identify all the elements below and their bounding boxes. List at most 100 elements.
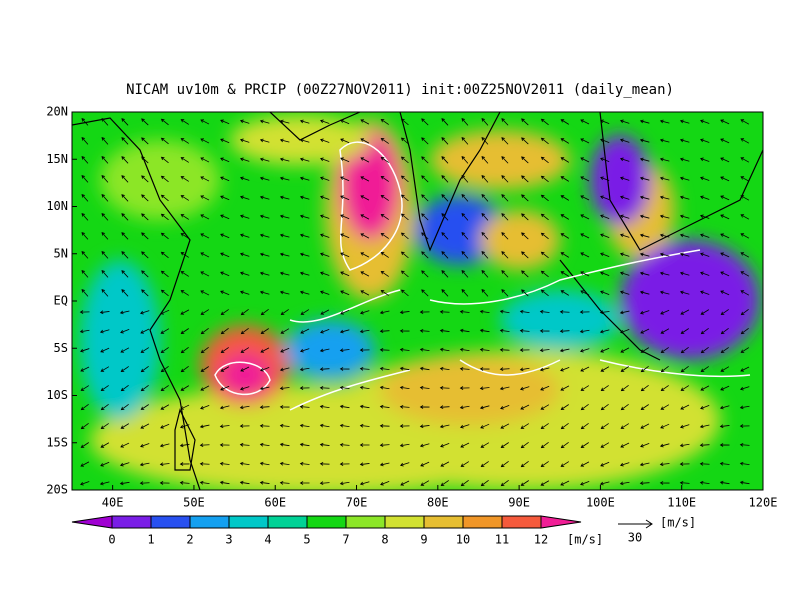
wind-arrow	[501, 175, 509, 183]
wind-arrow	[620, 442, 630, 448]
wind-arrow	[180, 195, 189, 201]
wind-arrow	[319, 404, 330, 409]
wind-arrow	[421, 175, 429, 183]
wind-arrow	[640, 384, 649, 392]
wind-arrow	[719, 405, 730, 410]
wind-arrow	[700, 385, 710, 391]
wind-arrow	[141, 118, 149, 126]
wind-arrow	[659, 481, 670, 485]
wind-arrow	[320, 252, 330, 257]
colorbar-label: 0	[108, 533, 115, 547]
wind-arrow	[740, 138, 750, 144]
wind-arrow	[679, 195, 690, 200]
wind-arrow	[739, 461, 750, 466]
wind-arrow	[359, 329, 370, 334]
wind-arrow	[279, 461, 290, 466]
wind-arrow	[679, 233, 690, 238]
colorbar-label: 2	[186, 533, 193, 547]
wind-arrow	[121, 156, 129, 164]
wind-arrow	[580, 461, 590, 467]
wind-arrow	[659, 233, 670, 238]
wind-arrow	[279, 442, 290, 447]
wind-arrow	[459, 347, 470, 352]
wind-arrow	[659, 462, 670, 467]
wind-arrow	[441, 232, 449, 240]
wind-arrow	[540, 385, 550, 391]
wind-arrow	[740, 214, 750, 220]
wind-arrow	[340, 195, 350, 201]
wind-arrow	[380, 195, 389, 201]
wind-arrow	[220, 385, 230, 391]
wind-arrow	[219, 480, 230, 485]
wind-arrow	[239, 442, 250, 447]
wind-arrow	[160, 156, 169, 164]
wind-arrow	[560, 214, 570, 220]
wind-arrow	[560, 442, 569, 449]
wind-arrow	[441, 270, 449, 278]
wind-arrow	[480, 479, 489, 487]
wind-arrow	[660, 309, 670, 315]
wind-arrow	[320, 329, 330, 334]
wind-arrow	[280, 309, 289, 316]
wind-arrow	[419, 310, 430, 314]
wind-arrow	[141, 137, 149, 145]
wind-arrow	[399, 347, 410, 352]
wind-arrow	[740, 271, 750, 277]
wind-arrow	[259, 271, 270, 276]
colorbar-label: 12	[534, 533, 548, 547]
wind-arrow	[139, 481, 150, 486]
wind-arrow	[700, 271, 710, 276]
wind-arrow	[640, 404, 649, 410]
wind-arrow	[320, 138, 330, 143]
wind-arrow	[620, 329, 630, 334]
wind-arrow	[700, 176, 710, 181]
wind-arrow	[141, 156, 149, 164]
wind-arrow	[600, 442, 610, 448]
wind-arrow	[459, 328, 470, 333]
wind-arrow	[441, 137, 449, 145]
wind-arrow	[280, 347, 290, 353]
wind-arrow	[420, 461, 430, 467]
wind-arrow	[299, 195, 310, 200]
wind-arrow	[460, 461, 470, 467]
wind-arrow	[640, 366, 649, 373]
wind-arrow	[640, 347, 650, 353]
wind-arrow	[200, 233, 210, 239]
wind-arrow	[121, 251, 129, 259]
wind-arrow	[679, 138, 690, 143]
wind-arrow	[419, 328, 430, 333]
wind-arrow	[279, 176, 290, 181]
wind-arrow	[399, 443, 410, 448]
wind-arrow	[79, 348, 90, 353]
wind-arrow	[440, 443, 450, 448]
wind-arrow	[679, 119, 690, 124]
wind-arrow	[519, 328, 530, 333]
colorbar-label: 11	[495, 533, 509, 547]
wind-arrow	[279, 290, 290, 295]
wind-arrow	[101, 156, 109, 164]
wind-arrow	[99, 329, 110, 334]
colorbar-swatch	[228, 515, 269, 529]
wind-arrow	[699, 424, 710, 429]
wind-arrow	[440, 461, 450, 467]
wind-arrow	[560, 138, 570, 144]
wind-arrow	[441, 289, 449, 297]
wind-arrow	[80, 481, 90, 486]
wind-arrow	[79, 310, 90, 314]
wind-arrow	[320, 290, 330, 295]
wind-arrow	[719, 443, 730, 447]
wind-arrow	[700, 214, 710, 219]
wind-arrow	[599, 481, 610, 486]
wind-arrow	[140, 443, 150, 448]
wind-arrow	[700, 138, 710, 143]
wind-arrow	[400, 270, 409, 278]
wind-arrow	[300, 309, 310, 315]
wind-arrow	[179, 424, 190, 429]
wind-arrow	[720, 157, 730, 163]
wind-arrow	[140, 328, 150, 334]
wind-arrow	[80, 442, 89, 448]
wind-arrow	[720, 119, 730, 125]
wind-arrow	[140, 423, 150, 429]
colorbar-swatch	[267, 515, 308, 529]
wind-arrow	[439, 366, 450, 371]
